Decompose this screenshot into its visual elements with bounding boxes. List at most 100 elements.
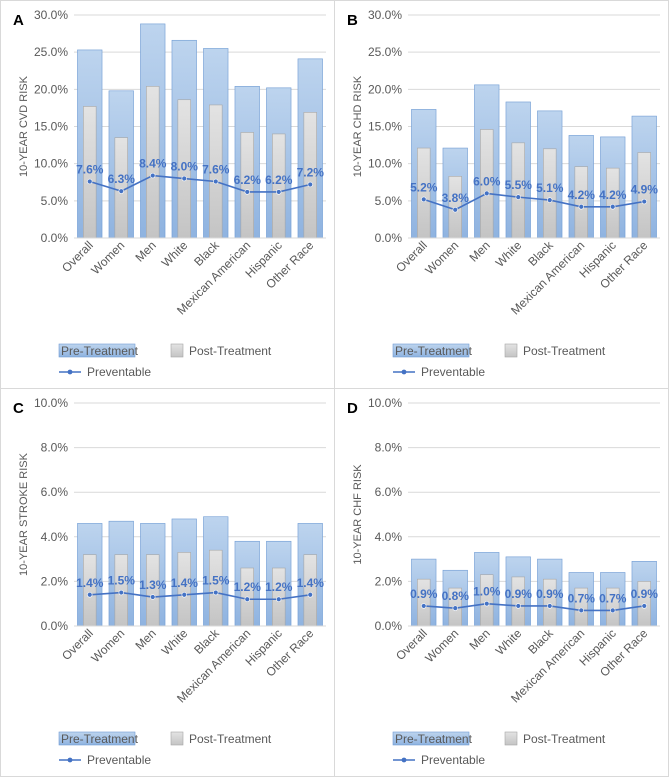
preventable-marker bbox=[484, 601, 490, 607]
preventable-marker bbox=[276, 189, 282, 195]
legend-label-pre-treatment: Pre-Treatment bbox=[61, 344, 139, 358]
x-tick-label: Men bbox=[466, 626, 492, 652]
x-tick-label: White bbox=[493, 626, 525, 658]
y-tick-label: 25.0% bbox=[34, 45, 68, 59]
preventable-data-label: 6.0% bbox=[473, 174, 501, 188]
y-tick-label: 15.0% bbox=[368, 120, 402, 134]
preventable-data-label: 6.3% bbox=[108, 172, 136, 186]
legend-swatch-post-treatment bbox=[170, 343, 184, 358]
y-tick-label: 0.0% bbox=[41, 231, 69, 245]
preventable-line bbox=[89, 591, 311, 601]
preventable-data-label: 0.9% bbox=[410, 587, 438, 601]
panel-cvd-chart: A 0.0% 5.0% 10.0% 15.0% 20.0% 25.0% 30.0% 10-YEA… bbox=[0, 0, 335, 389]
legend: Pre-Treatment Post-Treatment Preventable bbox=[392, 343, 606, 379]
x-tick-label: Women bbox=[88, 626, 127, 665]
y-tick-label: 4.0% bbox=[375, 530, 403, 544]
legend-label-pre-treatment: Pre-Treatment bbox=[395, 732, 473, 746]
preventable-marker bbox=[578, 607, 584, 614]
preventable-marker bbox=[213, 589, 219, 596]
preventable-marker bbox=[452, 207, 458, 213]
legend-label-preventable: Preventable bbox=[87, 365, 151, 379]
preventable-data-label: 0.8% bbox=[442, 589, 470, 603]
x-tick-label: Women bbox=[88, 238, 127, 277]
panel-letter: B bbox=[347, 12, 358, 29]
bar-post-treatment bbox=[303, 554, 317, 627]
chart-svg: B 0.0% 5.0% 10.0% 15.0% 20.0% 25.0% 30.0% 10-YEA… bbox=[347, 8, 660, 379]
legend-marker-preventable bbox=[401, 369, 407, 375]
preventable-data-label: 0.9% bbox=[505, 587, 533, 601]
legend-swatch-post-treatment bbox=[504, 731, 518, 746]
preventable-data-label: 7.2% bbox=[297, 165, 325, 179]
preventable-marker bbox=[610, 204, 616, 210]
preventable-marker bbox=[87, 592, 93, 598]
preventable-data-label: 7.6% bbox=[76, 163, 104, 177]
legend-label-preventable: Preventable bbox=[421, 753, 485, 767]
x-tick-label: Women bbox=[422, 626, 461, 665]
preventable-data-label: 4.9% bbox=[631, 183, 659, 197]
preventable-data-label: 1.3% bbox=[139, 578, 167, 592]
preventable-marker bbox=[181, 592, 187, 598]
preventable-marker bbox=[578, 204, 584, 210]
preventable-marker bbox=[641, 603, 647, 609]
x-tick-label: Men bbox=[132, 238, 158, 264]
preventable-marker bbox=[244, 189, 250, 195]
x-tick-label: Men bbox=[466, 238, 492, 264]
y-tick-label: 5.0% bbox=[41, 194, 69, 208]
bar-post-treatment bbox=[114, 137, 128, 239]
x-tick-label: White bbox=[159, 238, 191, 270]
legend-label-pre-treatment: Pre-Treatment bbox=[395, 344, 473, 358]
preventable-marker bbox=[641, 198, 647, 205]
legend-marker-preventable bbox=[67, 369, 73, 375]
legend: Pre-Treatment Post-Treatment Preventable bbox=[58, 731, 272, 767]
y-tick-label: 10.0% bbox=[34, 157, 68, 171]
y-tick-label: 8.0% bbox=[41, 441, 69, 455]
y-tick-label: 2.0% bbox=[375, 574, 403, 588]
panel-letter: C bbox=[13, 400, 24, 417]
preventable-data-label: 6.2% bbox=[265, 173, 293, 187]
legend-label-preventable: Preventable bbox=[87, 753, 151, 767]
preventable-data-label: 1.0% bbox=[473, 585, 501, 599]
preventable-marker bbox=[484, 190, 490, 197]
preventable-marker bbox=[181, 175, 187, 182]
legend-label-post-treatment: Post-Treatment bbox=[189, 344, 272, 358]
preventable-data-label: 8.4% bbox=[139, 157, 167, 171]
preventable-data-label: 1.5% bbox=[108, 574, 136, 588]
x-tick-label: Women bbox=[422, 238, 461, 277]
y-tick-label: 0.0% bbox=[41, 619, 69, 633]
preventable-marker bbox=[307, 592, 313, 598]
panel-chf-chart: D 0.0% 2.0% 4.0% 6.0% 8.0% 10.0% 10-YEAR CHF RI… bbox=[334, 388, 669, 777]
preventable-marker bbox=[244, 596, 250, 602]
preventable-data-label: 5.5% bbox=[505, 178, 533, 192]
legend-label-pre-treatment: Pre-Treatment bbox=[61, 732, 139, 746]
preventable-data-label: 0.7% bbox=[599, 591, 627, 605]
y-axis-label: 10-YEAR STROKE RISK bbox=[18, 452, 30, 576]
preventable-marker bbox=[87, 178, 93, 185]
legend-swatch-pre-treatment bbox=[392, 731, 470, 746]
legend: Pre-Treatment Post-Treatment Preventable bbox=[58, 343, 272, 379]
preventable-marker bbox=[421, 196, 427, 203]
bar-post-treatment bbox=[574, 166, 588, 239]
y-tick-label: 20.0% bbox=[34, 82, 68, 96]
preventable-marker bbox=[213, 178, 219, 185]
y-tick-label: 10.0% bbox=[368, 396, 402, 410]
preventable-marker bbox=[118, 188, 124, 194]
preventable-data-label: 6.2% bbox=[234, 173, 262, 187]
y-tick-label: 30.0% bbox=[368, 8, 402, 22]
bar-post-treatment bbox=[209, 549, 223, 627]
preventable-data-label: 0.7% bbox=[568, 591, 596, 605]
preventable-data-label: 7.6% bbox=[202, 163, 230, 177]
y-tick-label: 2.0% bbox=[41, 574, 69, 588]
legend-swatch-pre-treatment bbox=[58, 731, 136, 746]
preventable-marker bbox=[276, 596, 282, 602]
legend-label-post-treatment: Post-Treatment bbox=[523, 344, 606, 358]
bar-post-treatment bbox=[511, 576, 525, 627]
preventable-marker bbox=[307, 181, 313, 188]
y-tick-label: 0.0% bbox=[375, 231, 403, 245]
preventable-marker bbox=[118, 589, 124, 596]
legend-label-preventable: Preventable bbox=[421, 365, 485, 379]
preventable-marker bbox=[150, 172, 156, 179]
preventable-data-label: 5.2% bbox=[410, 180, 438, 194]
y-tick-label: 6.0% bbox=[375, 485, 403, 499]
y-tick-label: 15.0% bbox=[34, 120, 68, 134]
preventable-marker bbox=[515, 603, 521, 609]
